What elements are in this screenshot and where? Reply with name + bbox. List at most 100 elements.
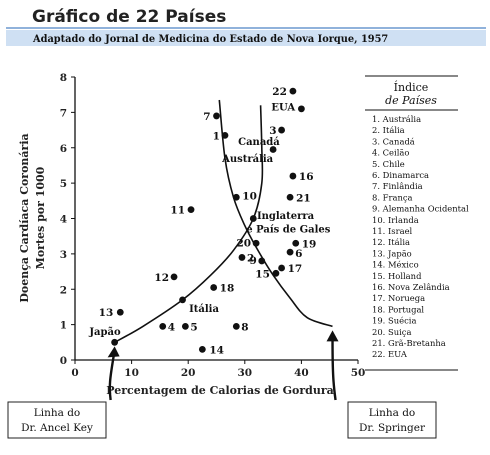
data-point xyxy=(232,322,240,330)
data-point xyxy=(116,308,124,316)
callout-arrows xyxy=(107,330,339,401)
chart-title: Gráfico de 22 Países xyxy=(32,7,226,27)
y-tick-label: 1 xyxy=(60,320,67,332)
data-point xyxy=(221,131,229,139)
x-tick-label: 40 xyxy=(294,367,309,379)
legend-item: 5. Chile xyxy=(372,159,405,169)
chart-subtitle: Adaptado do Jornal de Medicina do Estado… xyxy=(32,34,388,45)
y-tick-label: 6 xyxy=(60,143,67,155)
point-label: 16 xyxy=(299,171,314,183)
point-label: 6 xyxy=(295,248,302,260)
legend-item: 3. Canadá xyxy=(372,136,415,146)
data-point xyxy=(187,206,195,214)
country-annotation: Inglaterra xyxy=(257,211,315,222)
y-tick-label: 8 xyxy=(60,72,67,84)
data-point xyxy=(249,215,257,222)
annotations: EUA Canadá Austrália Inglaterra e País de Ga… xyxy=(88,103,330,339)
springer-label-2: Dr. Springer xyxy=(359,422,426,434)
data-point xyxy=(298,105,305,113)
point-label: 1 xyxy=(213,130,220,142)
country-annotation: Itália xyxy=(189,304,219,315)
x-tick-label: 50 xyxy=(351,367,366,379)
legend-item: 8. França xyxy=(372,192,413,202)
point-label: 7 xyxy=(203,111,210,123)
legend-item: 6. Dinamarca xyxy=(372,170,429,180)
point-label: 8 xyxy=(241,321,248,333)
data-point xyxy=(278,126,285,134)
data-point xyxy=(269,146,277,153)
point-label: 13 xyxy=(99,307,114,319)
point-label: 4 xyxy=(168,321,175,333)
data-point xyxy=(286,248,294,256)
data-point xyxy=(181,322,189,330)
ancel-key-callout: Linha do Dr. Ancel Key xyxy=(7,401,107,439)
legend-item: 7. Finlândia xyxy=(372,181,423,191)
springer-label-1: Linha do xyxy=(369,407,416,419)
y-tick-label: 5 xyxy=(60,178,67,190)
curves xyxy=(114,99,333,344)
data-point xyxy=(278,264,285,272)
ancel-key-box xyxy=(7,401,107,439)
legend-item: 14. México xyxy=(372,260,419,270)
data-point xyxy=(198,345,206,353)
legend-item: 22. EUA xyxy=(372,349,408,359)
springer-callout: Linha do Dr. Springer xyxy=(347,401,437,439)
point-label: 12 xyxy=(154,272,169,284)
legend-item: 17. Noruega xyxy=(372,293,425,303)
legend-item: 20. Suiça xyxy=(372,327,411,337)
country-annotation: e País de Gales xyxy=(246,225,331,236)
y-tick-label: 4 xyxy=(60,214,67,226)
legend-item: 10. Irlanda xyxy=(372,215,419,225)
legend-item: 19. Suécia xyxy=(372,316,416,326)
legend-item: 21. Grã-Bretanha xyxy=(372,338,446,348)
legend-item: 16. Nova Zelândia xyxy=(372,282,450,292)
data-point xyxy=(272,269,280,277)
y-axis-label-2: Mortes por 1000 xyxy=(34,166,47,269)
data-point xyxy=(286,193,294,201)
point-label: 17 xyxy=(288,263,303,275)
x-axis-label: Percentagem de Calorias de Gordura xyxy=(106,384,334,397)
springer-box xyxy=(347,401,437,439)
y-tick-label: 7 xyxy=(60,107,67,119)
legend-title-1: Índice xyxy=(394,80,429,94)
point-label: 15 xyxy=(255,268,270,280)
country-annotation: Austrália xyxy=(221,154,274,165)
x-tick-label: 10 xyxy=(124,367,139,379)
legend-item: 9. Alemanha Ocidental xyxy=(372,204,469,214)
point-label: 18 xyxy=(220,282,235,294)
springer-arrow xyxy=(331,340,337,401)
point-label: 3 xyxy=(269,125,276,137)
x-tick-label: 30 xyxy=(237,367,252,379)
legend-item: 12. Itália xyxy=(372,237,410,247)
y-axis-label: Doença Cardíaca Coronária xyxy=(18,133,31,302)
data-point xyxy=(289,172,297,180)
data-point xyxy=(179,296,186,304)
ancel-key-label-1: Linha do xyxy=(34,407,81,419)
point-label: 20 xyxy=(236,237,251,249)
subtitle-band xyxy=(6,30,486,46)
point-label: 9 xyxy=(249,255,256,267)
data-point xyxy=(238,254,246,261)
ancel-key-label-2: Dr. Ancel Key xyxy=(21,422,93,434)
x-tick-label: 0 xyxy=(71,367,78,379)
legend-item: 13. Japão xyxy=(372,248,412,258)
data-point xyxy=(159,322,167,330)
country-annotation: EUA xyxy=(271,103,295,114)
point-label: 14 xyxy=(209,344,224,356)
legend-item: 1. Austrália xyxy=(372,114,421,124)
x-tick-label: 20 xyxy=(181,367,196,379)
data-point xyxy=(210,284,218,291)
point-label: 19 xyxy=(302,238,317,250)
point-label: 2 xyxy=(247,252,254,264)
legend-item: 2. Itália xyxy=(372,125,405,135)
country-annotation: Canadá xyxy=(238,137,280,148)
y-axis-label-group: Doença Cardíaca Coronária Mortes por 100… xyxy=(18,133,47,302)
legend-item: 15. Holland xyxy=(372,271,422,281)
point-label: 10 xyxy=(242,190,257,202)
y-tick-label: 3 xyxy=(60,249,67,261)
